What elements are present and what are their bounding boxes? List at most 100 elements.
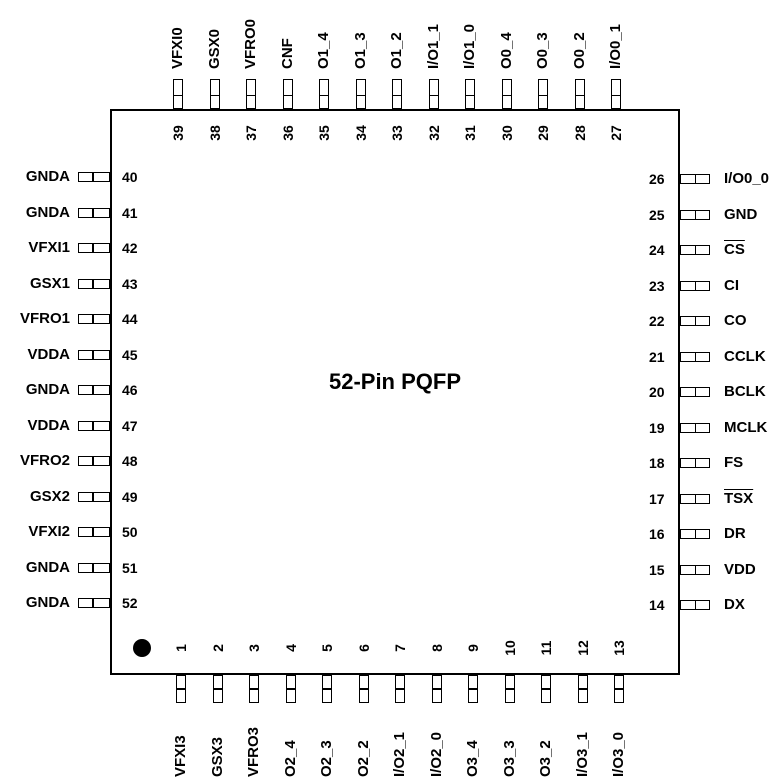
pin-38-label: GSX0 — [205, 28, 223, 69]
pin-18-label: FS — [724, 454, 744, 471]
package-title: 52-Pin PQFP — [328, 369, 462, 394]
pin-5-label: O2_3 — [318, 740, 335, 777]
pin-48-lead-mark — [92, 457, 94, 465]
pin-42-number: 42 — [122, 240, 138, 256]
pin-2-lead — [212, 675, 223, 703]
pin-5-number: 5 — [319, 644, 335, 652]
pin-33-label: O1_2 — [388, 32, 405, 69]
pin-12-number: 12 — [574, 640, 591, 656]
chip-package-body: 52-Pin PQFP — [110, 109, 680, 675]
pin-16-number: 16 — [649, 526, 665, 542]
pin-26-number: 26 — [649, 171, 665, 187]
pin-11-lead — [541, 675, 551, 703]
pin-41-lead-mark — [92, 208, 94, 217]
pin-15-lead-mark — [694, 565, 696, 574]
pin-12-lead — [577, 675, 588, 703]
pin-23-number: 23 — [649, 277, 665, 294]
pin-32-number: 32 — [425, 125, 442, 141]
pin-22-lead — [680, 316, 710, 326]
pin-45-number: 45 — [122, 346, 138, 363]
pin-24-lead-mark — [694, 246, 696, 254]
pin-47-number: 47 — [122, 417, 138, 434]
pin-22-number: 22 — [649, 313, 665, 329]
pin-15-label: VDD — [724, 560, 756, 578]
pin-7-lead-mark — [396, 688, 404, 690]
pin-20-lead — [680, 387, 710, 397]
pin-21-lead-mark — [694, 352, 696, 361]
pin-29-lead-mark — [539, 94, 547, 96]
pin-9-lead-mark — [469, 688, 477, 690]
pin-3-lead — [249, 675, 259, 703]
pin-35-label: O1_4 — [315, 32, 332, 69]
pin-3-lead-mark — [250, 688, 258, 690]
pin-8-number: 8 — [428, 644, 445, 652]
pin-2-number: 2 — [209, 644, 226, 652]
pin-6-label: O2_2 — [354, 740, 372, 777]
pin-8-label: I/O2_0 — [427, 731, 445, 777]
pin-10-number: 10 — [501, 640, 518, 656]
pin-52-lead-mark — [92, 599, 94, 607]
pin-44-number: 44 — [122, 311, 138, 327]
pin-11-number: 11 — [538, 640, 554, 656]
pin-26-label: I/O0_0 — [724, 170, 770, 187]
pin-38-number: 38 — [206, 125, 223, 141]
pin-49-lead-mark — [92, 492, 94, 501]
pin-37-number: 37 — [243, 125, 259, 141]
pin-7-label: I/O2_1 — [391, 731, 408, 777]
pin-27-label: I/O0_1 — [607, 23, 624, 69]
pin-23-label: CI — [724, 276, 739, 294]
pin-9-lead — [468, 675, 478, 703]
pin-15-lead — [680, 564, 710, 575]
pin-50-lead-mark — [92, 528, 94, 536]
pin-42-lead-mark — [92, 244, 94, 252]
pin-18-lead — [680, 458, 710, 468]
pin-40-number: 40 — [122, 169, 138, 185]
pin-38-lead — [209, 79, 220, 109]
pin1-indicator-dot — [133, 639, 151, 657]
pin-35-lead-mark — [320, 94, 328, 96]
pin-46-number: 46 — [122, 382, 138, 398]
pin-33-number: 33 — [389, 125, 405, 141]
pin-50-lead — [78, 527, 110, 537]
pin-6-number: 6 — [355, 644, 372, 652]
pin-22-lead-mark — [694, 317, 696, 325]
pin-24-lead — [680, 245, 710, 255]
pin-13-lead — [614, 675, 624, 703]
pin-4-lead-mark — [286, 688, 295, 690]
pin-35-number: 35 — [316, 125, 332, 141]
pin-22-label: CO — [724, 312, 747, 329]
pin-21-number: 21 — [649, 348, 665, 365]
pin-16-lead-mark — [694, 530, 696, 538]
pin-15-number: 15 — [649, 561, 665, 578]
pin-17-lead — [680, 493, 710, 504]
pin-17-lead-mark — [694, 494, 696, 503]
pin-29-label: O0_3 — [534, 32, 551, 69]
pin-5-lead-mark — [323, 688, 331, 690]
pin-41-label: GNDA — [25, 203, 70, 221]
pin-19-number: 19 — [649, 419, 665, 436]
pin-4-label: O2_4 — [281, 740, 299, 777]
pin-21-lead — [680, 351, 710, 362]
pin-14-lead — [680, 600, 710, 610]
pin-29-number: 29 — [535, 125, 551, 141]
pin-1-label: VFXI3 — [172, 735, 189, 777]
pin-9-label: O3_4 — [464, 740, 481, 777]
pin-33-lead — [392, 79, 402, 109]
pin-30-number: 30 — [498, 125, 515, 141]
pin-35-lead — [319, 79, 329, 109]
pin-30-label: O0_4 — [497, 32, 515, 69]
pin-27-lead — [611, 79, 621, 109]
pin-44-lead — [78, 314, 110, 324]
pin-13-lead-mark — [615, 688, 623, 690]
pin-37-label: VFRO0 — [242, 18, 259, 69]
pin-14-lead-mark — [694, 601, 696, 609]
pin-37-lead — [246, 79, 256, 109]
pin-38-lead-mark — [210, 94, 219, 96]
pin-20-number: 20 — [649, 384, 665, 400]
pin-45-lead-mark — [92, 350, 94, 359]
pin-23-lead — [680, 280, 710, 291]
pin-39-lead-mark — [174, 94, 182, 96]
pin-8-lead-mark — [432, 688, 441, 690]
pin-20-label: BCLK — [724, 383, 766, 400]
pin-43-lead-mark — [92, 279, 94, 288]
